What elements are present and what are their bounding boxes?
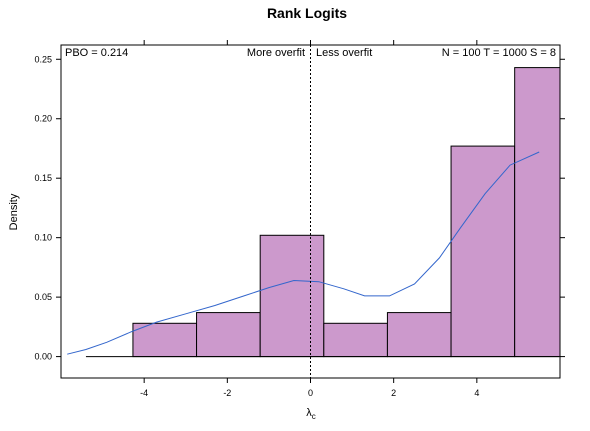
histogram-bar-2 [196, 312, 261, 358]
x-tick-label-1: -4 [140, 388, 148, 398]
histogram-bars [132, 67, 561, 358]
x-axis-label-subscript: c [312, 412, 316, 421]
y-tick-label-1: 0.00 [34, 352, 52, 362]
histogram-bar-3 [259, 234, 325, 358]
x-tick-label-4: 2 [391, 388, 396, 398]
density-curve-layer [67, 151, 540, 355]
less-overfit-label: Less overfit [316, 47, 372, 59]
histogram-bar-6 [450, 145, 516, 358]
x-axis: -4 -2 0 2 4 [140, 40, 479, 398]
y-tick-label-6: 0.25 [34, 54, 52, 64]
x-tick-label-2: -2 [223, 388, 231, 398]
x-axis-label-base: λ [306, 407, 312, 419]
density-curve [67, 151, 540, 355]
x-axis-label: λc [306, 407, 316, 421]
x-tick-label-3: 0 [308, 388, 313, 398]
pbo-annotation: PBO = 0.214 [65, 47, 128, 59]
y-axis: 0.00 0.05 0.10 0.15 0.20 0.25 [34, 54, 565, 362]
y-axis-label: Density [8, 193, 20, 230]
y-tick-label-4: 0.15 [34, 173, 52, 183]
more-overfit-label: More overfit [247, 47, 305, 59]
y-tick-label-2: 0.05 [34, 292, 52, 302]
histogram-bar-5 [386, 312, 452, 358]
histogram-bar-4 [323, 322, 388, 358]
params-annotation: N = 100 T = 1000 S = 8 [442, 47, 556, 59]
y-tick-label-3: 0.10 [34, 233, 52, 243]
histogram-bar-7 [514, 67, 561, 358]
x-tick-label-5: 4 [474, 388, 479, 398]
histogram-bar-1 [132, 322, 198, 358]
y-tick-label-5: 0.20 [34, 114, 52, 124]
chart-title: Rank Logits [267, 5, 347, 21]
